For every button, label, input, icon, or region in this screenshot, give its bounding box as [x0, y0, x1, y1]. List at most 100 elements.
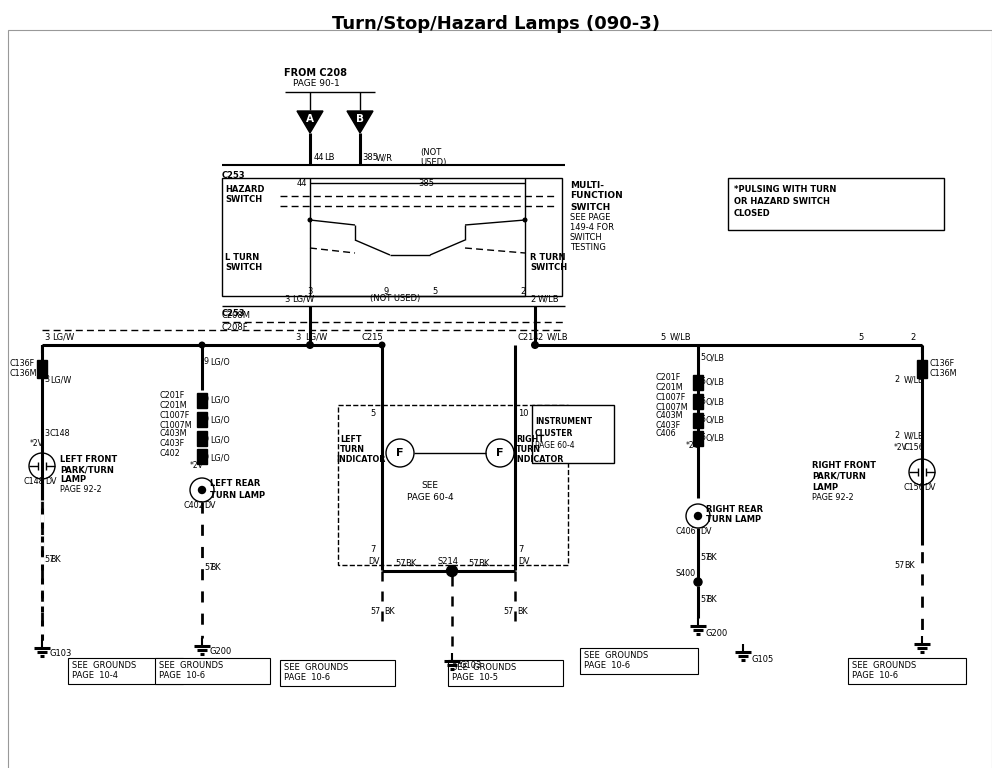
Bar [37, 360, 47, 378]
Text: OR HAZARD SWITCH: OR HAZARD SWITCH [734, 197, 830, 207]
Text: 5: 5 [858, 333, 863, 342]
Text: C253: C253 [222, 309, 246, 317]
Text: 3: 3 [284, 294, 290, 303]
Text: PAGE  10-6: PAGE 10-6 [284, 674, 330, 683]
Text: 9: 9 [204, 396, 209, 405]
Bar [532, 405, 614, 463]
Text: C148: C148 [50, 429, 70, 439]
Text: C201M: C201M [160, 402, 187, 411]
Text: TURN: TURN [516, 445, 541, 453]
Circle shape [379, 342, 386, 349]
Text: C201F: C201F [655, 373, 681, 382]
Text: 57: 57 [468, 558, 478, 568]
Text: PAGE  10-4: PAGE 10-4 [72, 671, 118, 680]
Text: PAGE 60-4: PAGE 60-4 [535, 441, 574, 449]
Bar [448, 660, 563, 686]
Text: LG/O: LG/O [210, 453, 230, 462]
Text: SEE  GROUNDS: SEE GROUNDS [852, 660, 917, 670]
Text: 57: 57 [700, 554, 710, 562]
Text: SEE  GROUNDS: SEE GROUNDS [284, 663, 348, 671]
Text: 57: 57 [894, 561, 905, 570]
Text: USED): USED) [420, 157, 446, 167]
Text: TURN LAMP: TURN LAMP [706, 515, 761, 525]
Text: 5: 5 [370, 409, 375, 418]
Text: F: F [496, 448, 504, 458]
Text: 5: 5 [700, 353, 705, 362]
Text: 5: 5 [700, 415, 705, 425]
Text: MULTI-: MULTI- [570, 180, 604, 190]
Text: 7: 7 [518, 545, 524, 554]
Text: R TURN: R TURN [530, 253, 565, 263]
Text: L TURN: L TURN [225, 253, 259, 263]
Text: C201F: C201F [160, 392, 186, 400]
Polygon shape [347, 111, 373, 133]
Text: 9: 9 [204, 415, 209, 425]
Text: LEFT FRONT: LEFT FRONT [60, 455, 117, 464]
Text: PAGE 92-2: PAGE 92-2 [60, 485, 101, 495]
Text: 57: 57 [44, 555, 55, 564]
Text: 44: 44 [297, 178, 308, 187]
Bar [68, 658, 183, 684]
Bar [197, 393, 207, 408]
Text: 3: 3 [44, 376, 49, 385]
Text: 385: 385 [362, 154, 378, 163]
Text: LG/W: LG/W [305, 333, 327, 342]
Text: LG/O: LG/O [210, 435, 230, 445]
Text: C253: C253 [222, 170, 246, 180]
Text: 9: 9 [204, 357, 209, 366]
Text: C402: C402 [184, 502, 204, 511]
Bar [280, 660, 395, 686]
Text: *2V: *2V [894, 443, 908, 452]
Text: LEFT: LEFT [340, 435, 361, 443]
Bar [693, 394, 703, 409]
Text: 3: 3 [295, 333, 301, 342]
Text: *2V: *2V [686, 441, 700, 449]
Text: *2V: *2V [190, 461, 204, 469]
Circle shape [694, 578, 702, 586]
Text: G103: G103 [49, 650, 71, 658]
Text: W/LB: W/LB [904, 432, 925, 441]
Bar [917, 360, 927, 378]
Text: 9: 9 [204, 453, 209, 462]
Text: C136F: C136F [930, 359, 955, 369]
Text: C208M: C208M [222, 310, 251, 319]
Text: C215: C215 [362, 333, 384, 342]
Text: C406: C406 [676, 528, 696, 537]
Text: LG/O: LG/O [210, 415, 230, 425]
Text: LEFT REAR: LEFT REAR [210, 479, 260, 488]
Text: DV: DV [700, 528, 711, 537]
Text: 149-4 FOR: 149-4 FOR [570, 223, 614, 233]
Text: C214: C214 [518, 333, 540, 342]
Text: BK: BK [384, 607, 395, 615]
Text: *PULSING WITH TURN: *PULSING WITH TURN [734, 186, 836, 194]
Text: 10: 10 [518, 409, 529, 418]
Text: INDICATOR: INDICATOR [336, 455, 385, 464]
Text: RIGHT: RIGHT [516, 435, 544, 443]
Circle shape [198, 342, 205, 349]
Text: 5: 5 [700, 398, 705, 406]
Text: B: B [356, 114, 364, 124]
Text: C402: C402 [160, 449, 181, 458]
Text: Turn/Stop/Hazard Lamps (090-3): Turn/Stop/Hazard Lamps (090-3) [332, 15, 660, 33]
Text: C1007F: C1007F [655, 392, 685, 402]
Text: PAGE  10-6: PAGE 10-6 [852, 671, 898, 680]
Text: C208F: C208F [222, 323, 249, 332]
Text: O/LB: O/LB [706, 353, 725, 362]
Text: SWITCH: SWITCH [570, 233, 603, 243]
Text: 9: 9 [383, 286, 388, 296]
Bar [197, 449, 207, 464]
Text: BK: BK [706, 595, 716, 604]
Text: TURN: TURN [340, 445, 365, 453]
Text: LAMP: LAMP [60, 475, 86, 485]
Text: DV: DV [368, 557, 380, 565]
Text: BK: BK [478, 558, 489, 568]
Text: W/LB: W/LB [538, 294, 559, 303]
Bar [338, 405, 568, 565]
Text: C156: C156 [904, 482, 925, 492]
Text: 2: 2 [537, 333, 543, 342]
Text: BK: BK [517, 607, 528, 615]
Text: 2: 2 [530, 294, 536, 303]
Text: 3: 3 [307, 286, 312, 296]
Text: 3: 3 [44, 333, 50, 342]
Text: BK: BK [904, 561, 915, 570]
